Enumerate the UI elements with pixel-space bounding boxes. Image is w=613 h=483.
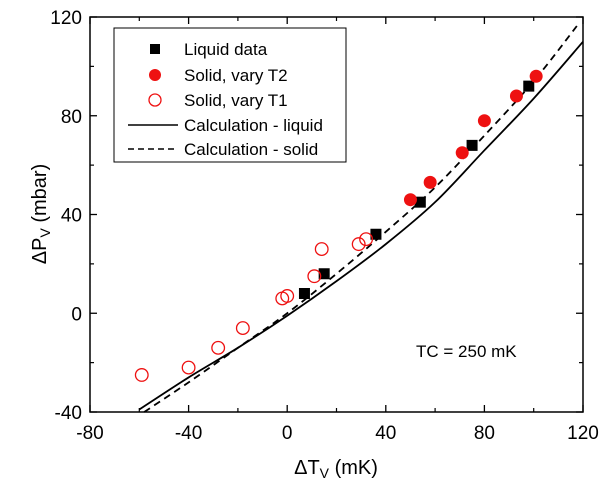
legend-marker-liquid-data	[150, 44, 160, 54]
marker-liquid-data	[298, 288, 310, 299]
marker-liquid-data	[414, 196, 426, 208]
x-tick-label: -40	[175, 423, 202, 444]
x-axis-label-sub: V	[320, 465, 330, 481]
legend-label-calculation-solid: Calculation - solid	[184, 140, 318, 159]
legend: Liquid data Solid, vary T2 Solid, vary T…	[113, 27, 347, 163]
x-tick-label: 80	[474, 423, 495, 444]
marker-solid-vary-t1	[181, 360, 196, 375]
marker-solid-vary-t2	[477, 114, 491, 128]
marker-solid-vary-t1	[211, 340, 226, 355]
x-tick-label: 120	[567, 423, 599, 444]
marker-liquid-data	[466, 139, 478, 151]
legend-label-calculation-liquid: Calculation - liquid	[184, 116, 323, 135]
legend-label-solid-vary-t1: Solid, vary T1	[184, 91, 288, 110]
y-tick-label: 40	[61, 206, 82, 227]
marker-solid-vary-t1	[351, 237, 366, 252]
y-axis-label-unit: (mbar)	[29, 164, 51, 228]
y-axis-label-sub: V	[37, 228, 53, 238]
x-tick-label: -80	[76, 423, 103, 444]
marker-solid-vary-t2	[455, 146, 469, 160]
data-markers	[134, 69, 543, 382]
marker-liquid-data	[370, 228, 382, 240]
y-axis-label-main: ΔP	[29, 238, 51, 265]
series-line-calculation-liquid	[138, 41, 584, 411]
marker-solid-vary-t1	[359, 232, 374, 247]
x-axis-label-unit: (mK)	[329, 457, 378, 479]
calculation-curves	[138, 23, 584, 413]
legend-label-liquid-data: Liquid data	[184, 40, 268, 59]
y-tick-label: -40	[55, 403, 82, 424]
x-tick-label: 40	[375, 423, 396, 444]
marker-solid-vary-t2	[423, 175, 437, 189]
x-tick-label: 0	[282, 423, 293, 444]
legend-marker-solid-vary-t1	[148, 93, 162, 107]
y-tick-label: 80	[61, 107, 82, 128]
marker-solid-vary-t1	[307, 269, 322, 284]
legend-marker-solid-vary-t2	[149, 69, 161, 81]
marker-liquid-data	[523, 80, 535, 92]
marker-solid-vary-t1	[134, 368, 149, 382]
x-axis-label-main: ΔT	[294, 457, 320, 479]
x-axis-label: ΔTV (mK)	[294, 457, 378, 481]
y-tick-label: 0	[71, 304, 82, 325]
annotation-tc: TC = 250 mK	[416, 342, 517, 361]
marker-solid-vary-t2	[509, 89, 523, 103]
series-line-calculation-solid	[143, 23, 579, 413]
legend-label-solid-vary-t2: Solid, vary T2	[184, 66, 288, 85]
marker-solid-vary-t2	[529, 69, 543, 83]
marker-solid-vary-t1	[235, 321, 250, 336]
marker-solid-vary-t1	[280, 289, 295, 303]
y-tick-label: 120	[50, 8, 82, 29]
y-axis-label: ΔPV (mbar)	[29, 164, 53, 265]
marker-solid-vary-t2	[403, 193, 417, 207]
marker-solid-vary-t1	[314, 242, 329, 257]
marker-liquid-data	[318, 268, 330, 280]
